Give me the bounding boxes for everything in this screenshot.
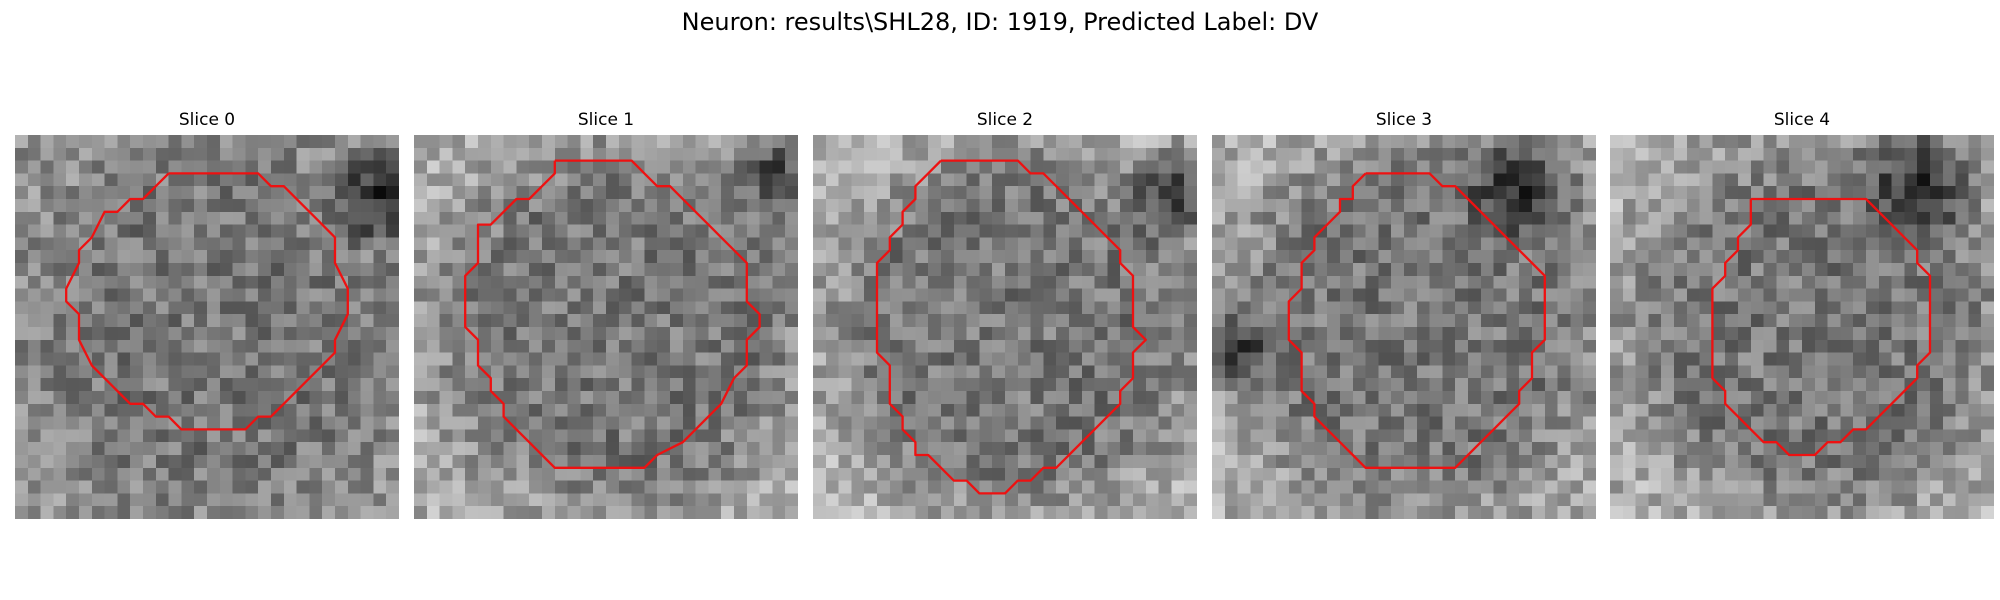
- slice-panel: [414, 135, 798, 519]
- neuron-contour: [1287, 172, 1546, 469]
- neuron-contour: [65, 172, 349, 431]
- slice-panel: [1610, 135, 1994, 519]
- contour-overlay: [1287, 172, 1546, 469]
- slice-image: [414, 135, 798, 519]
- figure-title: Neuron: results\SHL28, ID: 1919, Predict…: [681, 8, 1319, 36]
- panel-title: Slice 4: [1773, 110, 1831, 130]
- panel-title: Slice 0: [178, 110, 236, 130]
- contour-overlay: [464, 159, 761, 469]
- panel-title: Slice 2: [976, 110, 1034, 130]
- contour-overlay: [65, 172, 349, 431]
- slice-image: [1212, 135, 1596, 519]
- contour-overlay: [1711, 197, 1932, 457]
- neuron-contour: [875, 159, 1147, 495]
- panel-title: Slice 1: [577, 110, 635, 130]
- neuron-contour: [1711, 197, 1932, 457]
- contour-overlay: [875, 159, 1147, 495]
- panel-title: Slice 3: [1375, 110, 1433, 130]
- neuron-contour: [464, 159, 761, 469]
- slice-panel: [15, 135, 399, 519]
- slice-panel: [813, 135, 1197, 519]
- slice-panel: [1212, 135, 1596, 519]
